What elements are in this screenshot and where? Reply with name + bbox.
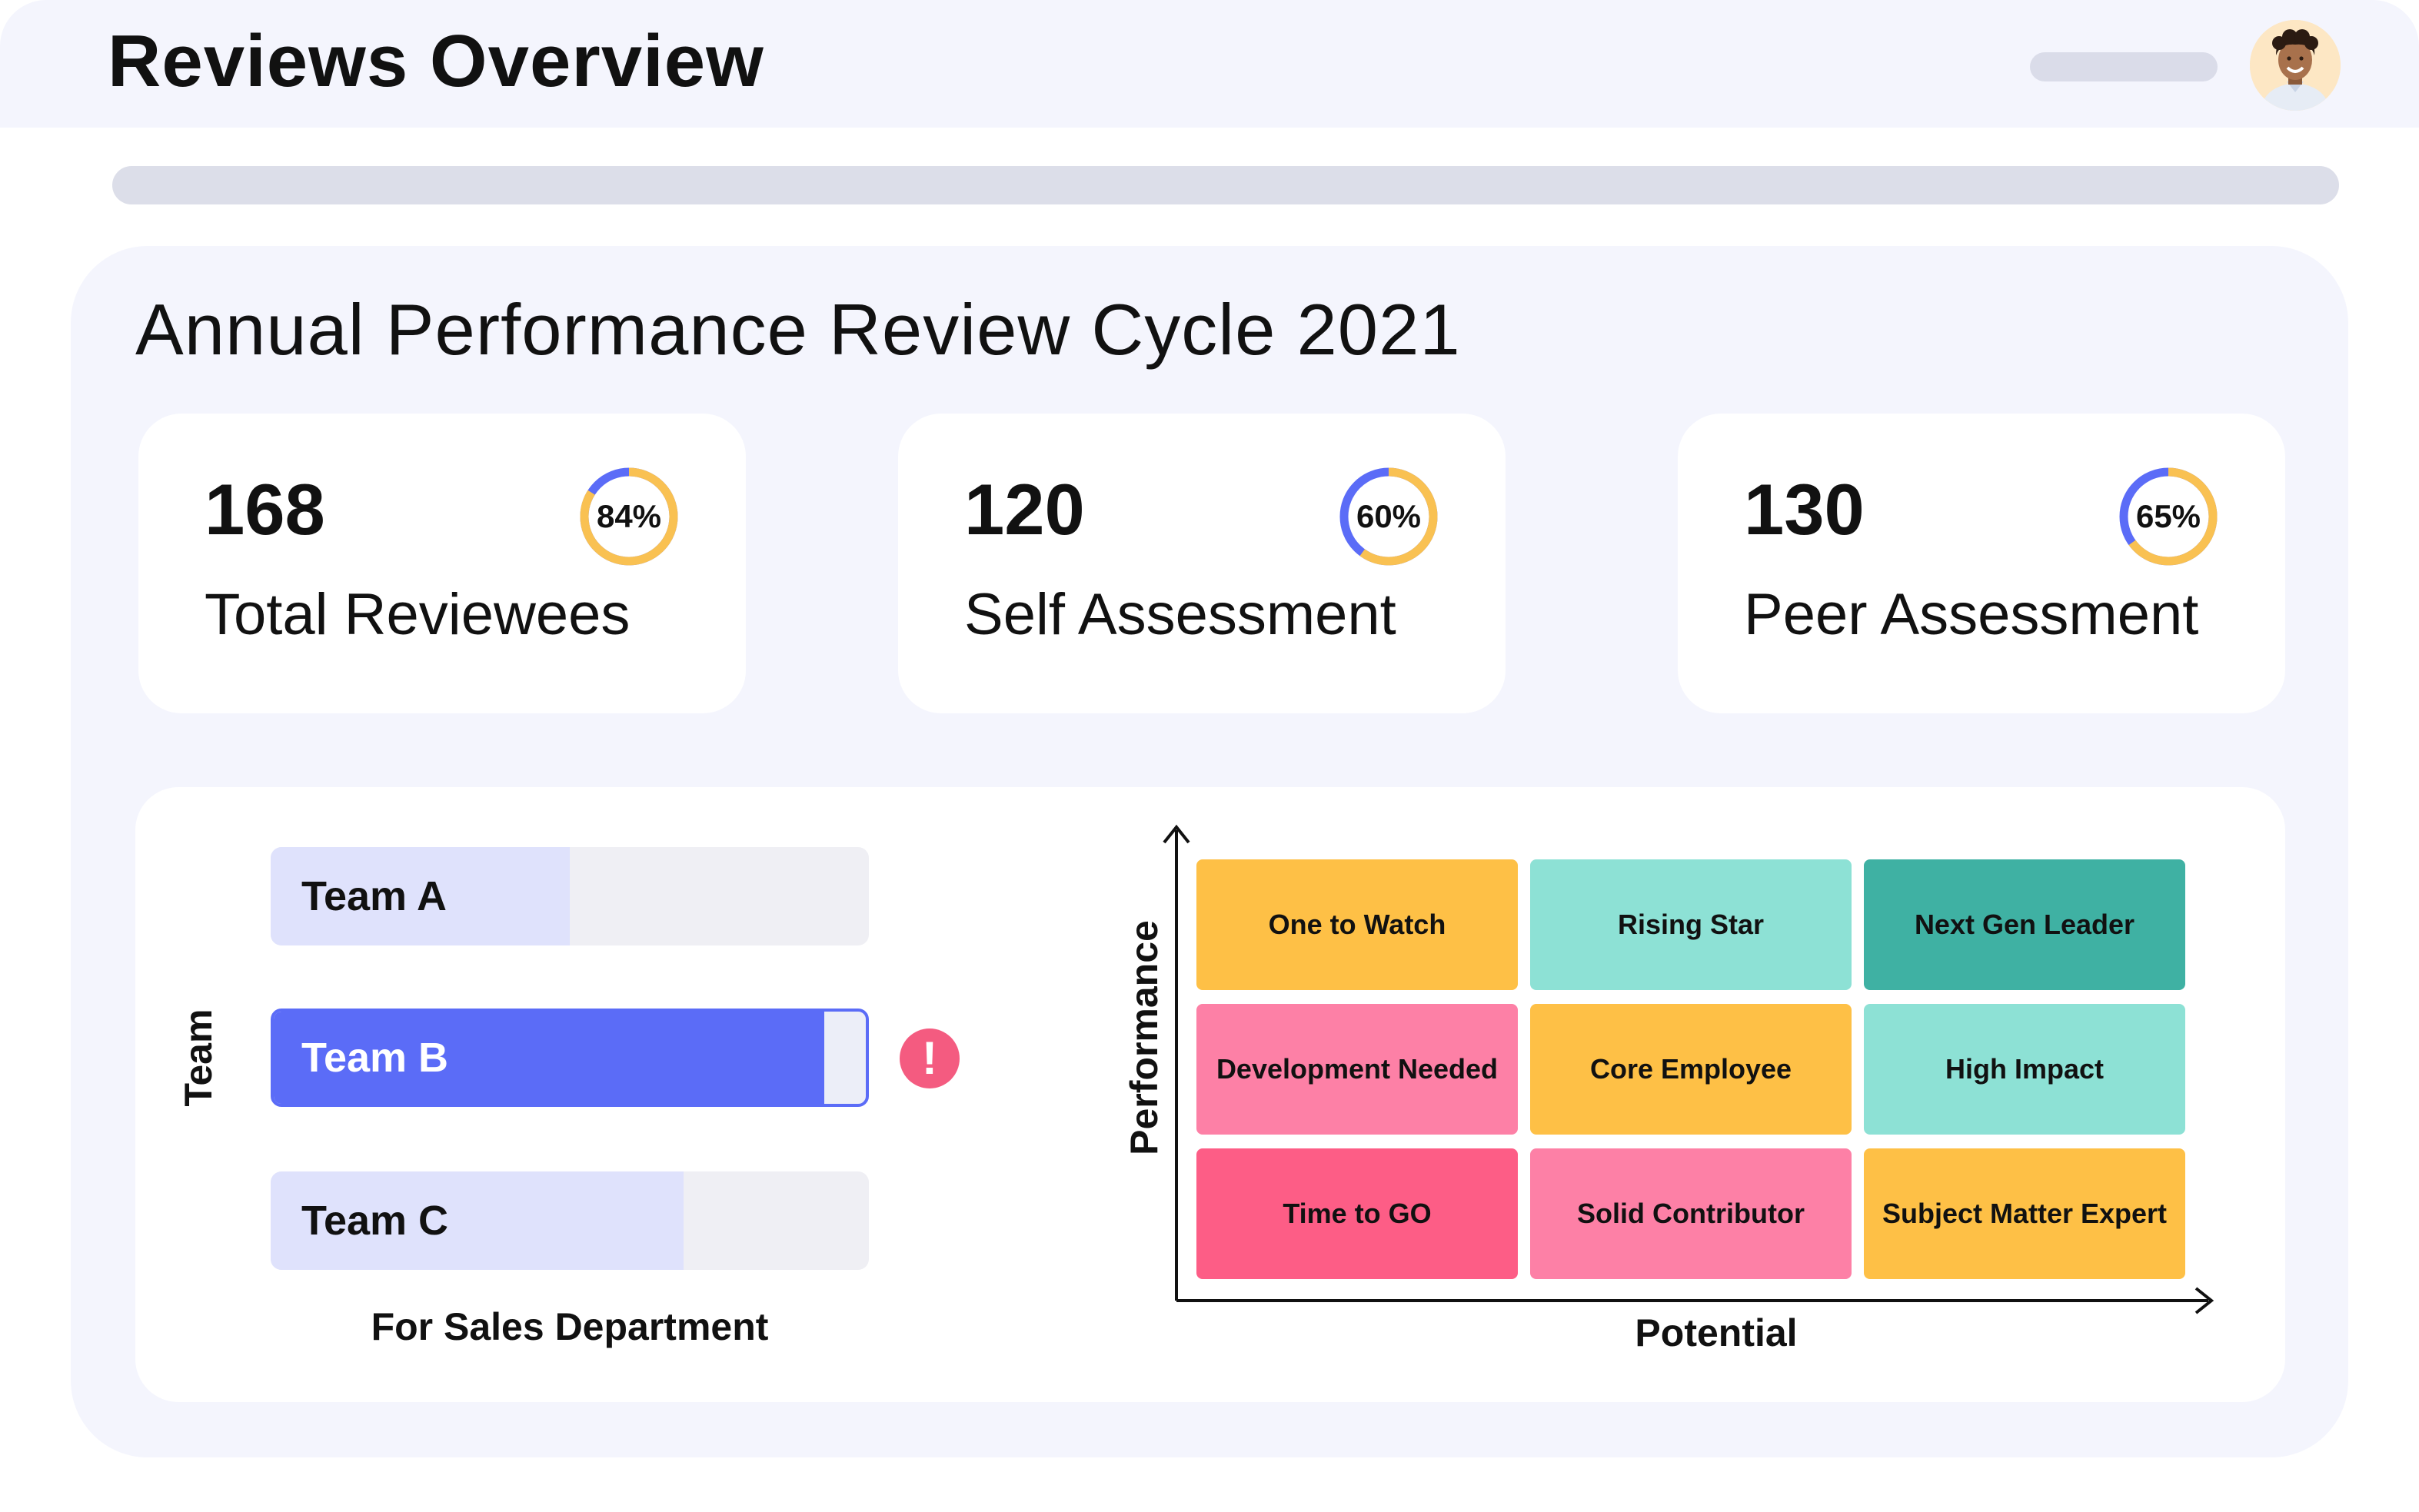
progress-percent: 60% (1356, 498, 1422, 534)
y-axis-arrow (1163, 824, 1190, 844)
stat-label: Peer Assessment (1744, 582, 2199, 647)
progress-ring: 65% (2115, 463, 2222, 570)
stat-value: 120 (964, 469, 1085, 550)
performance-axis-text: Performance (1123, 920, 1166, 1155)
grid-cell-time-to-go[interactable]: Time to GO (1196, 1148, 1518, 1279)
stat-value: 168 (205, 469, 325, 550)
progress-percent: 65% (2135, 498, 2201, 534)
grid-cell-one-to-watch[interactable]: One to Watch (1196, 859, 1518, 990)
stat-label: Total Reviewees (205, 582, 631, 647)
grid-cell-subject-matter-expert[interactable]: Subject Matter Expert (1864, 1148, 2185, 1279)
stat-value: 130 (1744, 469, 1865, 550)
progress-percent: 84% (596, 498, 662, 534)
grid-cell-development-needed[interactable]: Development Needed (1196, 1004, 1518, 1135)
user-avatar-icon (2250, 20, 2341, 111)
grid-cell-core-employee[interactable]: Core Employee (1530, 1004, 1852, 1135)
user-name-placeholder (2030, 52, 2218, 81)
department-caption: For Sales Department (371, 1305, 769, 1348)
potential-axis-label: Potential (1635, 1311, 1798, 1354)
progress-ring-fill (580, 467, 678, 566)
grid-axes (1163, 824, 2214, 1314)
progress-ring: 60% (1335, 463, 1442, 570)
stat-card-self-assessment[interactable]: 120 Self Assessment 60% (898, 414, 1506, 713)
grid-cell-rising-star[interactable]: Rising Star (1530, 859, 1852, 990)
user-avatar[interactable] (2250, 20, 2341, 111)
team-bar-fill (271, 1171, 684, 1270)
team-bar-label: Team A (301, 873, 448, 919)
team-bar-label: Team B (301, 1035, 449, 1081)
team-bar-label: Team C (301, 1198, 449, 1244)
progress-ring: 84% (575, 463, 683, 570)
exclamation-icon[interactable]: ! (900, 1028, 960, 1088)
grid-cell-solid-contributor[interactable]: Solid Contributor (1530, 1148, 1852, 1279)
x-axis-arrow (2194, 1287, 2214, 1314)
team-bar-fill (271, 847, 570, 945)
page-title: Reviews Overview (108, 20, 764, 102)
team-axis-text: Team (177, 1009, 220, 1107)
stat-label: Self Assessment (964, 582, 1396, 647)
cycle-title: Annual Performance Review Cycle 2021 (135, 289, 1461, 370)
team-bar-b[interactable]: Team B (271, 1009, 869, 1107)
search-bar[interactable] (112, 166, 2339, 204)
team-bar-c[interactable]: Team C (271, 1171, 869, 1270)
grid-cell-high-impact[interactable]: High Impact (1864, 1004, 2185, 1135)
team-bar-a[interactable]: Team A (271, 847, 869, 945)
grid-cell-next-gen-leader[interactable]: Next Gen Leader (1864, 859, 2185, 990)
progress-ring-fill (1339, 467, 1438, 566)
progress-ring-fill (2119, 467, 2218, 566)
top-bar (0, 0, 2419, 128)
stat-card-peer-assessment[interactable]: 130 Peer Assessment 65% (1678, 414, 2285, 713)
stat-card-total-reviewees[interactable]: 168 Total Reviewees 84% (138, 414, 746, 713)
team-bar-fill (274, 1012, 825, 1104)
